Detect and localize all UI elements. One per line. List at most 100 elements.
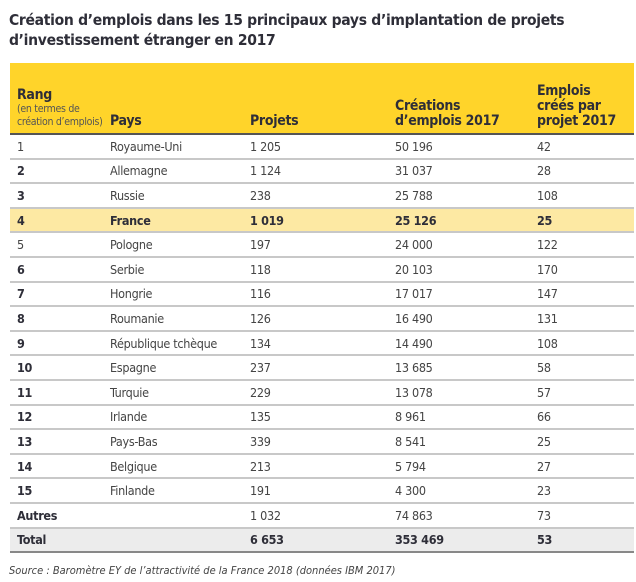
data-table: Rang (en termes de création d’emplois) Pa…: [10, 63, 634, 554]
cell-emplois: 27: [530, 453, 634, 480]
cell-creations: 20 103: [388, 256, 530, 283]
cell-emplois: 53: [530, 526, 634, 554]
cell-projets: 229: [243, 379, 388, 406]
table-row: 8 Roumanie 126 16 490 131: [10, 306, 634, 332]
cell-pays: Finlande: [103, 478, 243, 504]
cell-rang: Autres: [10, 502, 103, 529]
cell-emplois: 170: [530, 256, 634, 283]
cell-creations: 8 961: [388, 404, 530, 431]
table-row: 15 Finlande 191 4 300 23: [10, 478, 634, 504]
cell-creations: 353 469: [388, 526, 530, 554]
cell-rang: 9: [10, 330, 103, 357]
cell-creations: 8 541: [388, 429, 530, 455]
cell-creations: 5 794: [388, 453, 530, 480]
cell-rang: 1: [10, 134, 103, 160]
cell-creations: 31 037: [388, 158, 530, 185]
table-row-highlighted: 4 France 1 019 25 126 25: [10, 207, 634, 234]
header-emplois: Emplois créés par projet 2017: [530, 63, 634, 135]
cell-rang: Total: [10, 526, 103, 554]
cell-creations: 74 863: [388, 502, 530, 529]
header-pays: Pays: [103, 63, 243, 135]
cell-projets: 1 205: [243, 134, 388, 160]
table-row: 13 Pays-Bas 339 8 541 25: [10, 429, 634, 455]
cell-projets: 339: [243, 429, 388, 455]
header-projets: Projets: [243, 63, 388, 135]
cell-pays: [103, 526, 243, 554]
table-row: Autres 1 032 74 863 73: [10, 502, 634, 529]
table-row: 7 Hongrie 116 17 017 147: [10, 281, 634, 308]
cell-creations: 25 788: [388, 183, 530, 209]
table-row: 3 Russie 238 25 788 108: [10, 183, 634, 209]
header-rang: Rang (en termes de création d’emplois): [10, 63, 103, 135]
cell-pays: Serbie: [103, 256, 243, 283]
cell-projets: 116: [243, 281, 388, 308]
cell-emplois: 147: [530, 281, 634, 308]
cell-rang: 2: [10, 158, 103, 185]
cell-emplois: 42: [530, 134, 634, 160]
cell-pays: République tchèque: [103, 330, 243, 357]
cell-rang: 4: [10, 207, 103, 234]
cell-emplois: 58: [530, 355, 634, 381]
cell-creations: 14 490: [388, 330, 530, 357]
cell-creations: 16 490: [388, 306, 530, 332]
cell-pays: Allemagne: [103, 158, 243, 185]
cell-pays: Turquie: [103, 379, 243, 406]
cell-projets: 118: [243, 256, 388, 283]
cell-projets: 237: [243, 355, 388, 381]
cell-projets: 126: [243, 306, 388, 332]
table-row: 9 République tchèque 134 14 490 108: [10, 330, 634, 357]
cell-creations: 13 078: [388, 379, 530, 406]
cell-emplois: 73: [530, 502, 634, 529]
cell-projets: 1 124: [243, 158, 388, 185]
cell-projets: 135: [243, 404, 388, 431]
cell-emplois: 131: [530, 306, 634, 332]
cell-creations: 24 000: [388, 232, 530, 258]
page-title: Création d’emplois dans les 15 principau…: [9, 11, 565, 49]
cell-pays: Pays-Bas: [103, 429, 243, 455]
cell-rang: 7: [10, 281, 103, 308]
table-row: 6 Serbie 118 20 103 170: [10, 256, 634, 283]
header-creations: Créations d’emplois 2017: [388, 63, 530, 135]
cell-rang: 11: [10, 379, 103, 406]
cell-projets: 134: [243, 330, 388, 357]
cell-pays: Belgique: [103, 453, 243, 480]
cell-projets: 238: [243, 183, 388, 209]
cell-emplois: 108: [530, 330, 634, 357]
cell-rang: 6: [10, 256, 103, 283]
cell-creations: 4 300: [388, 478, 530, 504]
cell-projets: 191: [243, 478, 388, 504]
table-row: 10 Espagne 237 13 685 58: [10, 355, 634, 381]
cell-rang: 14: [10, 453, 103, 480]
cell-projets: 213: [243, 453, 388, 480]
cell-pays: France: [103, 207, 243, 234]
table-row: 2 Allemagne 1 124 31 037 28: [10, 158, 634, 185]
table-row-total: Total 6 653 353 469 53: [10, 526, 634, 554]
cell-rang: 3: [10, 183, 103, 209]
cell-rang: 5: [10, 232, 103, 258]
table-row: 5 Pologne 197 24 000 122: [10, 232, 634, 258]
cell-emplois: 28: [530, 158, 634, 185]
cell-projets: 1 019: [243, 207, 388, 234]
cell-pays: Irlande: [103, 404, 243, 431]
cell-projets: 6 653: [243, 526, 388, 554]
cell-pays: Hongrie: [103, 281, 243, 308]
cell-rang: 10: [10, 355, 103, 381]
cell-pays: Pologne: [103, 232, 243, 258]
cell-pays: Royaume-Uni: [103, 134, 243, 160]
cell-pays: Russie: [103, 183, 243, 209]
table-header: Rang (en termes de création d’emplois) Pa…: [10, 63, 634, 135]
table-row: 14 Belgique 213 5 794 27: [10, 453, 634, 480]
cell-creations: 25 126: [388, 207, 530, 234]
table-row: 11 Turquie 229 13 078 57: [10, 379, 634, 406]
cell-emplois: 66: [530, 404, 634, 431]
cell-emplois: 57: [530, 379, 634, 406]
table-row: 1 Royaume-Uni 1 205 50 196 42: [10, 134, 634, 160]
cell-emplois: 25: [530, 429, 634, 455]
cell-emplois: 23: [530, 478, 634, 504]
cell-rang: 13: [10, 429, 103, 455]
cell-rang: 12: [10, 404, 103, 431]
cell-pays: Espagne: [103, 355, 243, 381]
cell-emplois: 25: [530, 207, 634, 234]
cell-emplois: 122: [530, 232, 634, 258]
cell-projets: 197: [243, 232, 388, 258]
